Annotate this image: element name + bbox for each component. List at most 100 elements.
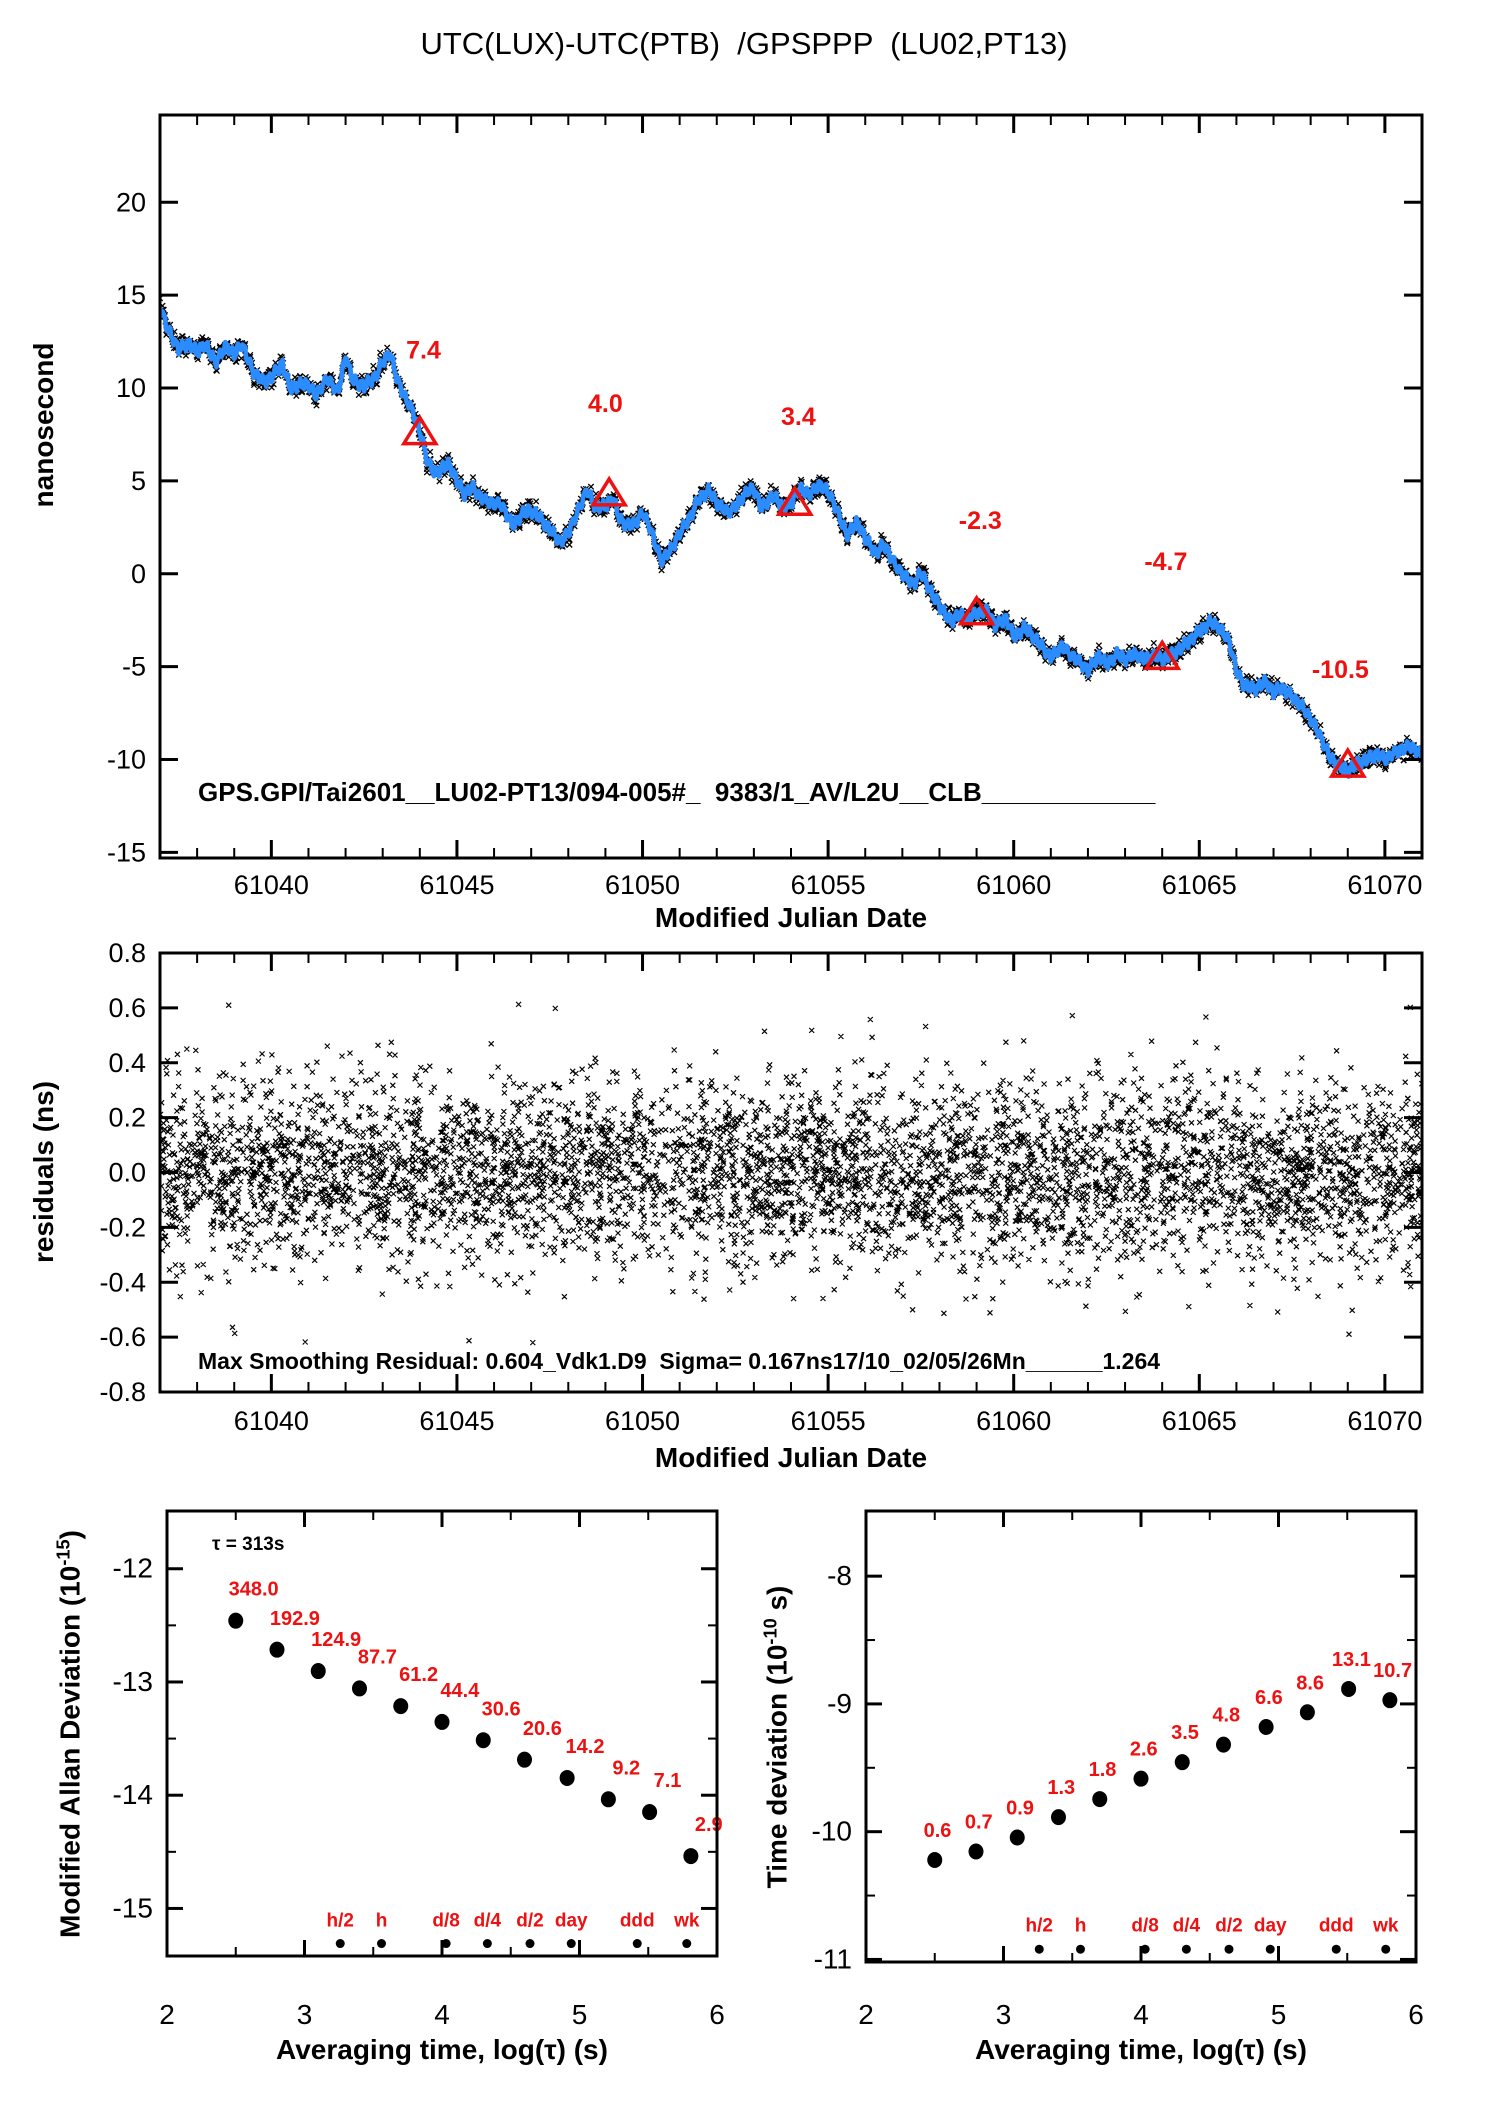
time-reference-dot xyxy=(335,1939,345,1949)
svg-text:-12: -12 xyxy=(113,1553,153,1584)
calibration-value-label: -10.5 xyxy=(1312,656,1369,684)
svg-text:61050: 61050 xyxy=(605,1406,680,1436)
stability-point xyxy=(475,1732,491,1749)
stability-point-label: 348.0 xyxy=(229,1579,279,1601)
calibration-value-label: -2.3 xyxy=(959,507,1002,535)
stability-point-label: 30.6 xyxy=(482,1698,521,1720)
stability-point xyxy=(1382,1692,1398,1709)
residuals-panel: 61040 61045 61050 61055 61060 61065 61070 0.8 0.… xyxy=(99,938,1424,1436)
stability-point-label: 87.7 xyxy=(358,1647,397,1669)
svg-text:-15: -15 xyxy=(113,1892,153,1923)
time-reference-label: h xyxy=(376,1911,388,1932)
top-panel-xaxis-title: Modified Julian Date xyxy=(654,902,928,933)
stability-point-label: 13.1 xyxy=(1332,1649,1371,1671)
svg-text:-9: -9 xyxy=(827,1688,852,1719)
time-reference-label: ddd xyxy=(620,1911,655,1932)
svg-text:61045: 61045 xyxy=(419,1406,494,1436)
svg-text:61045: 61045 xyxy=(419,870,494,900)
time-reference-label: d/4 xyxy=(474,1911,502,1932)
stability-point-label: 44.4 xyxy=(440,1680,480,1702)
calibration-triangle-marker xyxy=(957,594,996,626)
smoothed-phase-line xyxy=(160,306,1422,779)
svg-text:0.6: 0.6 xyxy=(108,993,146,1023)
stability-point xyxy=(310,1663,326,1680)
time-reference-label: day xyxy=(555,1911,588,1932)
svg-text:61070: 61070 xyxy=(1347,870,1422,900)
svg-text:61065: 61065 xyxy=(1162,870,1237,900)
svg-text:2: 2 xyxy=(159,1999,175,2030)
stability-point xyxy=(228,1612,244,1629)
svg-text:3: 3 xyxy=(297,1999,313,2030)
stability-point-label: 10.7 xyxy=(1373,1660,1412,1682)
time-reference-label: wk xyxy=(1372,1915,1399,1936)
stability-point xyxy=(393,1698,409,1715)
calibration-value-label: -4.7 xyxy=(1144,548,1187,576)
stability-point-label: 6.6 xyxy=(1255,1687,1283,1709)
time-reference-dot xyxy=(377,1939,386,1949)
stability-point xyxy=(927,1852,943,1869)
stability-point xyxy=(1051,1809,1066,1826)
svg-text:61040: 61040 xyxy=(234,870,309,900)
svg-text:61065: 61065 xyxy=(1162,1406,1237,1436)
stability-point xyxy=(434,1713,450,1730)
stability-point xyxy=(1258,1718,1274,1735)
svg-text:2: 2 xyxy=(858,1999,874,2030)
time-reference-dot xyxy=(441,1939,451,1949)
svg-text:3: 3 xyxy=(996,1999,1012,2030)
stability-point-label: 3.5 xyxy=(1171,1722,1199,1744)
time-reference-dot xyxy=(632,1939,642,1949)
top-panel-yaxis-title: nanosecond xyxy=(28,342,59,508)
top-panel: 7.4 4.0 3.4 -2.3 -4.7 -10.5 61040 61045 61050 610… xyxy=(107,113,1424,900)
mdev-panel-xaxis-title: Averaging time, log(τ) (s) xyxy=(276,2034,608,2065)
time-reference-label: d/4 xyxy=(1173,1915,1201,1936)
svg-text:-0.6: -0.6 xyxy=(99,1322,146,1352)
stability-point xyxy=(968,1843,984,1860)
stability-point-label: 14.2 xyxy=(566,1736,605,1758)
time-reference-dot xyxy=(1076,1944,1085,1954)
phase-data-markers xyxy=(160,295,1422,779)
tdev-yaxis-title-text: Time deviation (10 xyxy=(761,1644,793,1889)
stability-point xyxy=(517,1751,532,1768)
svg-text:-10: -10 xyxy=(107,745,146,775)
stability-point xyxy=(1216,1736,1231,1753)
svg-text:5: 5 xyxy=(1271,1999,1287,2030)
time-reference-label: d/2 xyxy=(1215,1915,1242,1936)
stability-point-label: 7.1 xyxy=(654,1770,682,1792)
time-reference-dot xyxy=(1140,1944,1150,1954)
svg-text:61040: 61040 xyxy=(234,1406,309,1436)
svg-text:-10: -10 xyxy=(812,1816,852,1847)
calibration-value-label: 4.0 xyxy=(588,390,623,418)
stability-point xyxy=(559,1769,575,1786)
svg-text:61055: 61055 xyxy=(791,870,866,900)
svg-text:-8: -8 xyxy=(827,1560,852,1591)
stability-point xyxy=(600,1791,616,1808)
svg-text:5: 5 xyxy=(131,466,146,496)
svg-text:-15: -15 xyxy=(107,837,146,867)
residuals-panel-annotation: Max Smoothing Residual: 0.604_Vdk1.D9 Si… xyxy=(198,1348,1161,1374)
svg-text:0.8: 0.8 xyxy=(108,938,146,968)
svg-text:61070: 61070 xyxy=(1347,1406,1422,1436)
tdev-yaxis-title-close: s) xyxy=(761,1585,793,1619)
svg-text:6: 6 xyxy=(709,1999,725,2030)
svg-text:6: 6 xyxy=(1408,1999,1424,2030)
page-title: UTC(LUX)-UTC(PTB) /GPSPPP (LU02,PT13) xyxy=(420,26,1068,61)
stability-point xyxy=(352,1680,367,1697)
svg-text:-13: -13 xyxy=(113,1666,153,1697)
top-panel-annotation: GPS.GPI/Tai2601__LU02-PT13/094-005#_ 938… xyxy=(198,777,1156,807)
time-reference-dot xyxy=(1224,1944,1234,1954)
stability-point xyxy=(1009,1829,1025,1846)
calibration-triangle-marker xyxy=(1143,639,1182,671)
stability-point-label: 1.8 xyxy=(1089,1759,1117,1781)
mdev-yaxis-title-exponent: -15 xyxy=(53,1539,74,1566)
svg-text:0.4: 0.4 xyxy=(108,1048,146,1078)
stability-point xyxy=(1341,1680,1357,1697)
svg-text:0.0: 0.0 xyxy=(108,1158,146,1188)
mdev-panel-yaxis-title: Modified Allan Deviation (10-15) xyxy=(53,1530,86,1938)
svg-text:61050: 61050 xyxy=(605,870,680,900)
svg-text:61060: 61060 xyxy=(976,870,1051,900)
time-reference-dot xyxy=(1331,1944,1341,1954)
residuals-panel-yaxis-title: residuals (ns) xyxy=(28,1080,59,1264)
